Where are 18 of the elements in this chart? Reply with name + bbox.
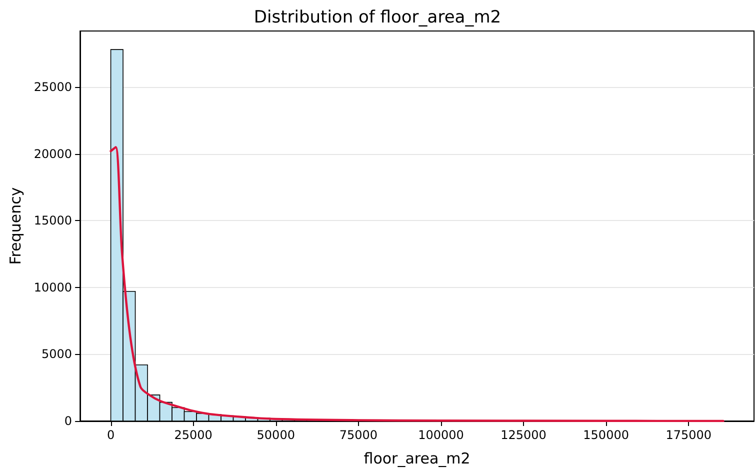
x-tick-label: 50000 [256, 428, 295, 442]
chart-title: Distribution of floor_area_m2 [254, 8, 502, 28]
y-tick-label: 20000 [34, 146, 72, 161]
y-tick-label: 10000 [34, 280, 72, 294]
x-tick-label: 0 [106, 428, 115, 442]
x-tick-label: 25000 [174, 428, 212, 442]
x-tick-label: 100000 [418, 428, 464, 442]
x-tick-label: 150000 [583, 428, 629, 442]
y-tick-label: 25000 [34, 80, 72, 94]
line-series [110, 146, 724, 422]
x-tick-label: 125000 [500, 428, 546, 442]
x-axis-title: floor_area_m2 [364, 450, 470, 468]
y-axis-title: Frequency [6, 187, 24, 265]
x-tick-label: 175000 [666, 428, 712, 442]
x-tick-label: 75000 [339, 428, 378, 442]
y-tick-label: 5000 [42, 347, 72, 362]
y-tick-label: 0 [64, 414, 72, 428]
y-tick-label: 15000 [34, 214, 72, 228]
